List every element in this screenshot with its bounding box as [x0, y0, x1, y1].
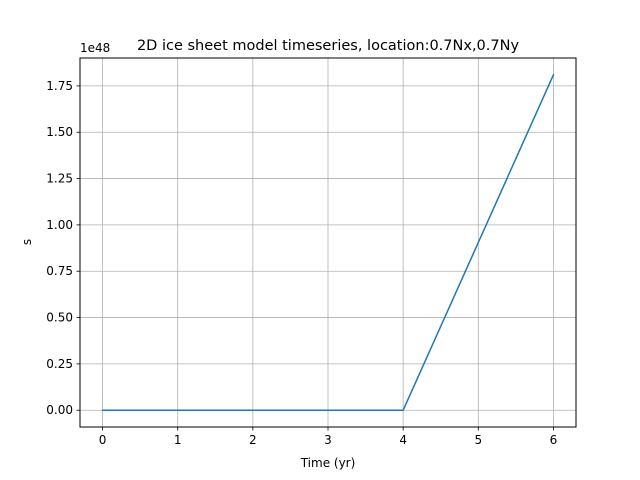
series-line — [101, 73, 555, 411]
chart-title: 2D ice sheet model timeseries, location:… — [137, 38, 520, 54]
x-tick-label: 1 — [174, 433, 182, 447]
x-tick-label: 3 — [324, 433, 332, 447]
y-tick-label: 0.75 — [46, 264, 73, 278]
x-tick-label: 5 — [474, 433, 482, 447]
x-tick-label: 4 — [399, 433, 407, 447]
y-tick-label: 1.00 — [46, 218, 73, 232]
y-tick-label: 1.75 — [46, 79, 73, 93]
ticks: 0 1 2 3 4 5 6 0.00 0.25 0.50 0.75 1.00 1.25 1.50 1.75 — [46, 79, 557, 447]
x-axis-title: Time (yr) — [300, 456, 356, 470]
y-tick-label: 0.50 — [46, 311, 73, 325]
y-tick-label: 1.50 — [46, 125, 73, 139]
x-tick-label: 0 — [99, 433, 107, 447]
y-axis-title: s — [20, 239, 34, 245]
y-tick-label: 0.25 — [46, 357, 73, 371]
y-tick-label: 0.00 — [46, 403, 73, 417]
y-tick-label: 1.25 — [46, 172, 73, 186]
x-tick-label: 2 — [249, 433, 257, 447]
x-tick-label: 6 — [550, 433, 558, 447]
y-offset-label: 1e48 — [80, 41, 110, 55]
series-layer — [101, 73, 555, 411]
